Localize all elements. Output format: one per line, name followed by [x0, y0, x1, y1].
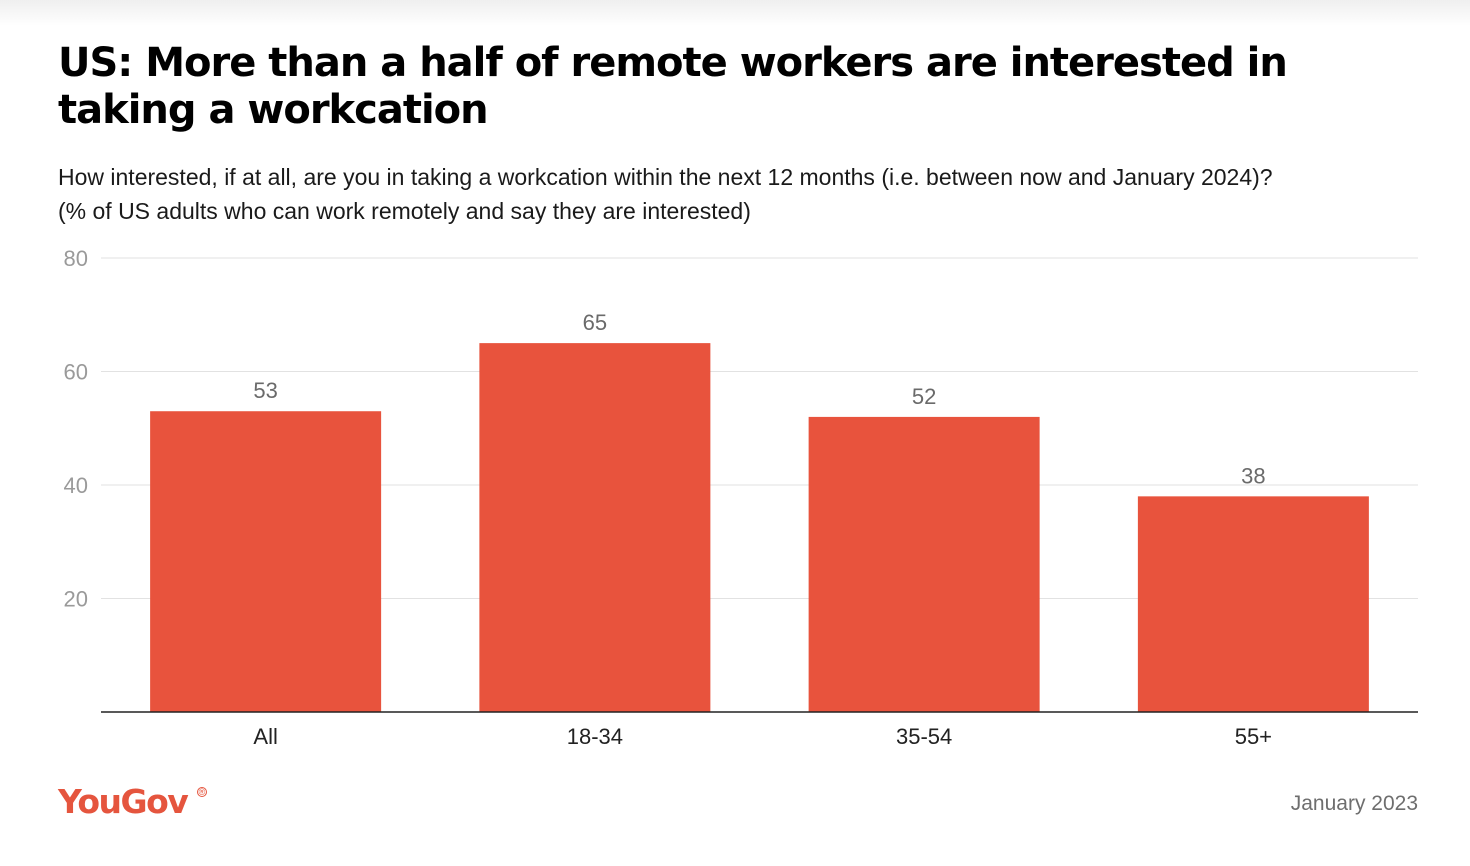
subtitle-question: How interested, if at all, are you in ta… [58, 164, 1273, 190]
chart-subtitle: How interested, if at all, are you in ta… [58, 160, 1438, 228]
category-label-55+: 55+ [1235, 724, 1272, 749]
yougov-logo: YouGov [58, 782, 189, 821]
y-tick-label-20: 20 [64, 587, 88, 612]
y-tick-label-40: 40 [64, 473, 88, 498]
category-label-18-34: 18-34 [567, 724, 623, 749]
value-label-18-34: 65 [583, 310, 607, 335]
value-label-All: 53 [253, 378, 277, 403]
category-label-35-54: 35-54 [896, 724, 952, 749]
chart-title: US: More than a half of remote workers a… [58, 40, 1288, 133]
y-tick-label-60: 60 [64, 360, 88, 385]
bar-All [150, 411, 382, 712]
bar-35-54 [808, 416, 1040, 712]
bar-chart: 20 40 60 80 53 All 65 18-34 52 35-54 38 55+ [64, 246, 1418, 749]
registered-mark-icon: ® [197, 787, 207, 797]
bar-18-34 [479, 343, 711, 712]
value-label-55+: 38 [1241, 463, 1265, 488]
subtitle-note: (% of US adults who can work remotely an… [58, 198, 751, 224]
survey-date: January 2023 [1290, 792, 1418, 815]
category-label-All: All [253, 724, 277, 749]
bar-55+ [1137, 496, 1369, 712]
value-label-35-54: 52 [912, 384, 936, 409]
y-tick-label-80: 80 [64, 246, 88, 271]
